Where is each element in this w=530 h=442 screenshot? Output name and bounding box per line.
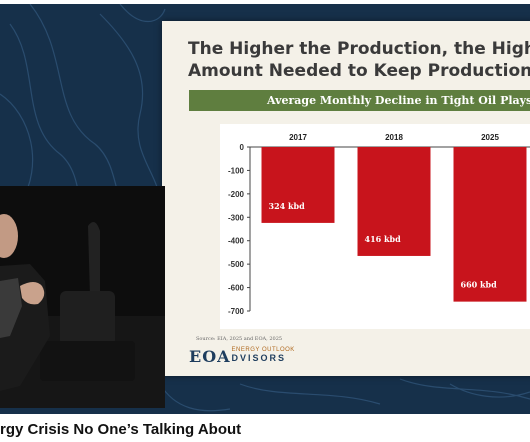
y-tick-label: -600: [228, 284, 245, 293]
y-tick-label: -200: [228, 190, 245, 199]
x-tick-label-2017: 2017: [289, 133, 307, 142]
y-tick-label: -700: [228, 307, 245, 316]
y-tick-label: -500: [228, 260, 245, 269]
speaker-video-inset: [0, 186, 165, 408]
slide-title-line-1: The Higher the Production, the Higher t: [188, 39, 530, 59]
bar-2025: [453, 147, 527, 302]
bar-series: 324 kbd 416 kbd 660 kbd: [261, 147, 527, 302]
y-tick-label: -400: [228, 237, 245, 246]
y-tick-label: 0: [240, 143, 245, 152]
logo-advisors-text: DVISORS: [231, 353, 287, 363]
bar-2017: [261, 147, 335, 223]
chart-plot: 0 -100 -200 -300 -400 -500 -600 -700 324 kbd 416…: [228, 133, 530, 316]
eoa-advisors-logo: EOA ENERGY OUTLOOK DVISORS: [189, 347, 295, 366]
chart-title-banner: Average Monthly Decline in Tight Oil Pla…: [189, 90, 530, 111]
x-axis-labels: 2017 2018 2025: [289, 133, 499, 142]
presentation-slide: The Higher the Production, the Higher t …: [162, 21, 530, 376]
bar-chart: 0 -100 -200 -300 -400 -500 -600 -700 324 kbd 416…: [220, 124, 530, 329]
data-label-2017: 324 kbd: [269, 201, 306, 211]
x-tick-label-2025: 2025: [481, 133, 499, 142]
y-tick-label: -300: [228, 213, 245, 222]
x-tick-label-2018: 2018: [385, 133, 403, 142]
slide-title-line-2: Amount Needed to Keep Production Fla: [188, 61, 530, 81]
data-label-2018: 416 kbd: [365, 234, 402, 244]
speaker-image: [0, 186, 165, 408]
source-note: Source: EIA, 2025 and EOA, 2025: [196, 336, 283, 342]
video-player[interactable]: The Higher the Production, the Higher t …: [0, 4, 530, 414]
logo-wordmark: EOA: [189, 347, 231, 366]
y-tick-label: -100: [228, 166, 245, 175]
data-label-2025: 660 kbd: [461, 280, 498, 290]
logo-tagline: ENERGY OUTLOOK: [231, 347, 295, 353]
bar-2018: [357, 147, 431, 256]
video-title[interactable]: rgy Crisis No One’s Talking About: [0, 421, 242, 438]
